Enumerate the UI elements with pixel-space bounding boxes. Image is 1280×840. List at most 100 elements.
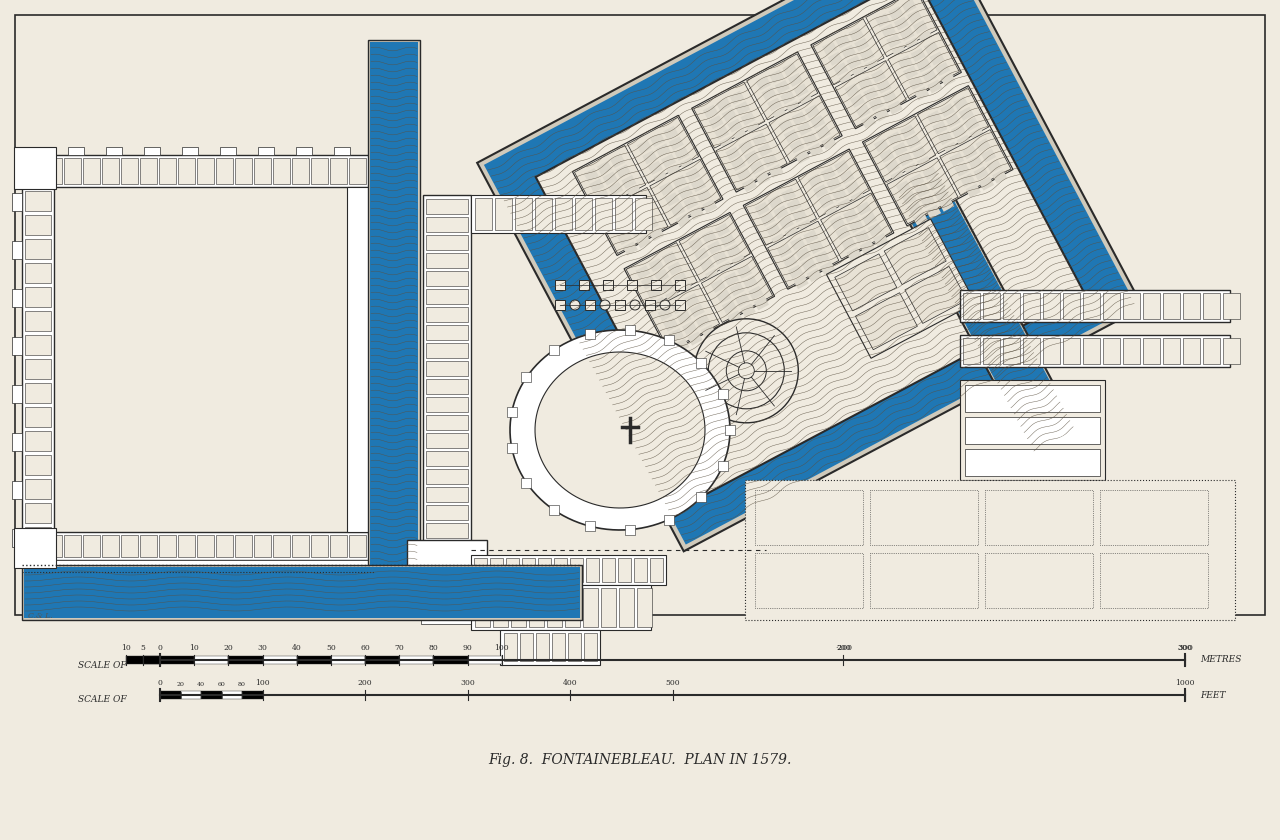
- Text: 400: 400: [563, 679, 577, 687]
- Text: 300: 300: [1178, 644, 1193, 652]
- Bar: [26, 551, 51, 571]
- Polygon shape: [813, 18, 884, 85]
- Polygon shape: [649, 258, 663, 272]
- Bar: [627, 280, 637, 290]
- Text: METRES: METRES: [1201, 655, 1242, 664]
- Bar: [412, 604, 483, 609]
- Polygon shape: [790, 139, 804, 154]
- Bar: [960, 290, 1230, 322]
- Bar: [696, 358, 707, 368]
- Polygon shape: [595, 189, 611, 203]
- Bar: [253, 158, 271, 184]
- Bar: [634, 558, 646, 582]
- Bar: [426, 361, 468, 376]
- Polygon shape: [746, 54, 818, 120]
- Polygon shape: [873, 233, 888, 247]
- Polygon shape: [694, 82, 765, 148]
- Polygon shape: [673, 272, 689, 286]
- Polygon shape: [663, 126, 678, 139]
- Polygon shape: [901, 191, 916, 205]
- Bar: [143, 147, 160, 155]
- Polygon shape: [680, 157, 695, 171]
- Bar: [500, 630, 600, 665]
- Bar: [1143, 338, 1160, 364]
- Bar: [1183, 293, 1201, 319]
- Polygon shape: [884, 160, 900, 173]
- Bar: [160, 691, 180, 699]
- Bar: [273, 535, 291, 557]
- Polygon shape: [835, 160, 849, 174]
- Polygon shape: [888, 6, 904, 20]
- Bar: [1103, 338, 1120, 364]
- Bar: [1123, 293, 1140, 319]
- Bar: [26, 455, 51, 475]
- Polygon shape: [923, 166, 938, 181]
- Bar: [45, 158, 61, 184]
- Polygon shape: [799, 94, 814, 108]
- Polygon shape: [809, 240, 824, 255]
- Polygon shape: [680, 214, 750, 281]
- Bar: [159, 158, 177, 184]
- Circle shape: [660, 300, 669, 310]
- Polygon shape: [701, 256, 773, 323]
- Polygon shape: [860, 48, 874, 62]
- Bar: [296, 147, 312, 155]
- Circle shape: [630, 300, 640, 310]
- Polygon shape: [887, 131, 902, 145]
- Bar: [585, 300, 595, 310]
- Polygon shape: [910, 48, 925, 62]
- Polygon shape: [780, 216, 794, 229]
- Bar: [575, 198, 591, 230]
- Polygon shape: [896, 181, 911, 194]
- Polygon shape: [603, 171, 617, 186]
- Polygon shape: [901, 0, 916, 13]
- Polygon shape: [846, 247, 861, 261]
- Bar: [556, 198, 572, 230]
- Polygon shape: [659, 181, 675, 196]
- Polygon shape: [623, 241, 637, 255]
- Polygon shape: [627, 118, 699, 183]
- Bar: [645, 300, 655, 310]
- Bar: [1023, 293, 1039, 319]
- Polygon shape: [840, 170, 855, 184]
- Bar: [311, 158, 328, 184]
- Polygon shape: [916, 59, 932, 72]
- Polygon shape: [703, 199, 717, 213]
- Polygon shape: [675, 339, 690, 353]
- Polygon shape: [822, 136, 836, 150]
- Polygon shape: [667, 261, 682, 276]
- Polygon shape: [893, 17, 909, 30]
- Bar: [1203, 338, 1220, 364]
- Polygon shape: [810, 115, 826, 129]
- Bar: [242, 691, 262, 699]
- Polygon shape: [955, 163, 970, 176]
- Polygon shape: [696, 189, 712, 202]
- Bar: [724, 425, 735, 435]
- Polygon shape: [922, 69, 937, 83]
- Polygon shape: [724, 272, 739, 286]
- Bar: [475, 588, 490, 627]
- Polygon shape: [959, 107, 974, 121]
- Bar: [426, 217, 468, 232]
- Polygon shape: [620, 203, 635, 217]
- Polygon shape: [772, 234, 786, 247]
- Polygon shape: [660, 154, 676, 168]
- Polygon shape: [690, 303, 705, 318]
- Bar: [870, 553, 978, 608]
- Bar: [650, 558, 663, 582]
- Polygon shape: [773, 108, 787, 122]
- Bar: [26, 287, 51, 307]
- Bar: [426, 379, 468, 394]
- Text: Fig. 8.  FONTAINEBLEAU.  PLAN IN 1579.: Fig. 8. FONTAINEBLEAU. PLAN IN 1579.: [488, 753, 792, 767]
- Polygon shape: [477, 0, 1143, 551]
- Text: SCALE OF: SCALE OF: [78, 660, 127, 669]
- Circle shape: [433, 576, 461, 604]
- Polygon shape: [672, 175, 687, 189]
- Bar: [426, 487, 468, 502]
- Polygon shape: [718, 261, 733, 276]
- Bar: [568, 633, 581, 661]
- Polygon shape: [626, 243, 698, 308]
- Polygon shape: [719, 136, 735, 150]
- Polygon shape: [617, 231, 632, 245]
- Bar: [216, 158, 233, 184]
